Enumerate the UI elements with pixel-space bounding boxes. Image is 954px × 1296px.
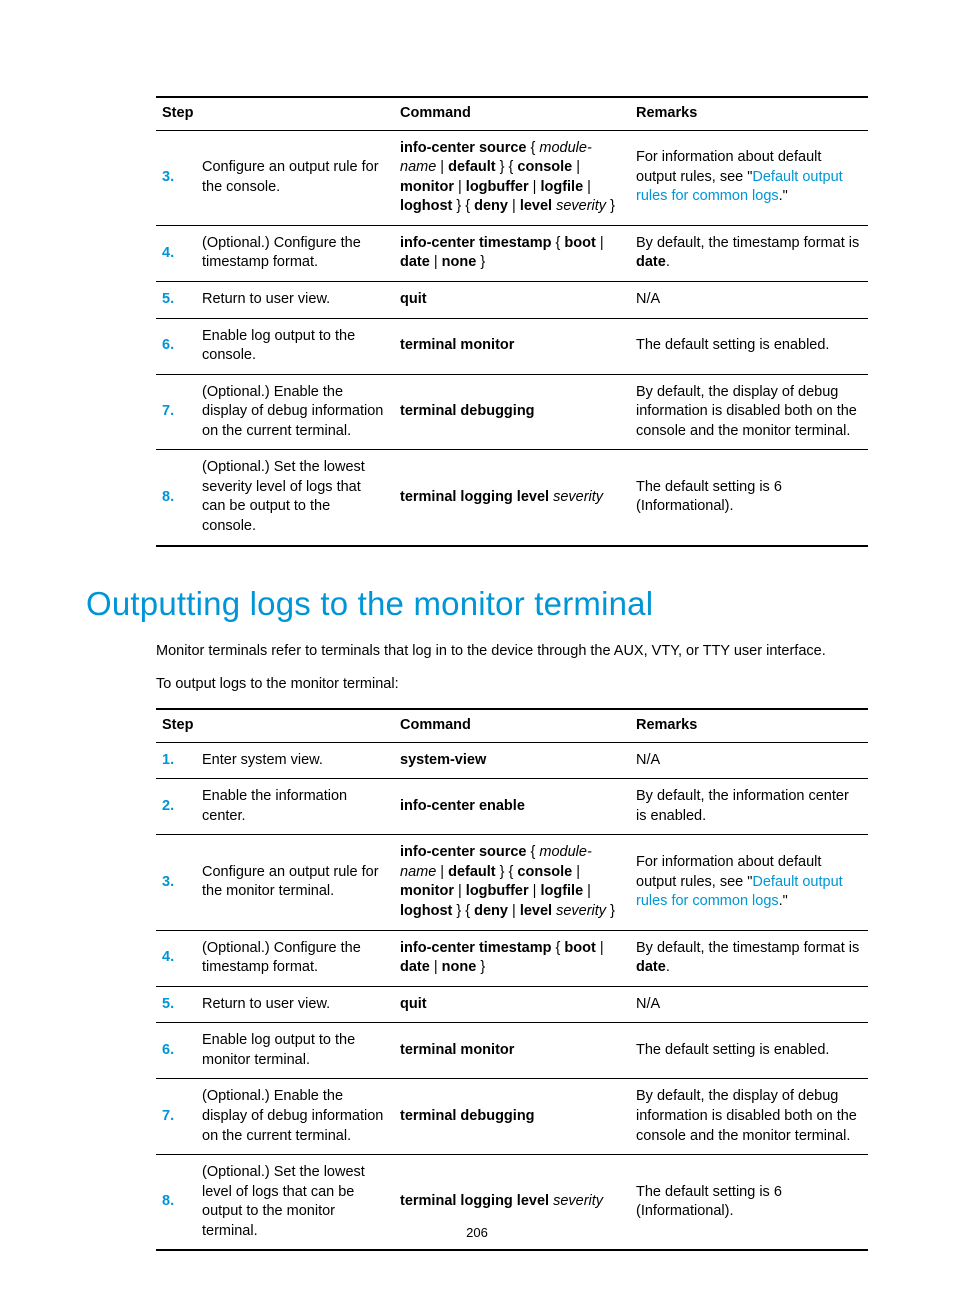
step-desc: Return to user view. — [196, 986, 394, 1023]
step-remarks: By default, the information center is en… — [630, 779, 868, 835]
section-heading: Outputting logs to the monitor terminal — [86, 585, 868, 623]
step-remarks: N/A — [630, 986, 868, 1023]
step-desc: Return to user view. — [196, 281, 394, 318]
steps-table-2: Step Command Remarks 1. Enter system vie… — [156, 708, 868, 1251]
step-number: 3. — [156, 130, 196, 225]
step-desc: Configure an output rule for the console… — [196, 130, 394, 225]
col-remarks: Remarks — [630, 97, 868, 130]
table-row: 4. (Optional.) Configure the timestamp f… — [156, 930, 868, 986]
step-desc: (Optional.) Configure the timestamp form… — [196, 930, 394, 986]
step-command: info-center source { module-name | defau… — [394, 130, 630, 225]
step-number: 5. — [156, 986, 196, 1023]
step-command: info-center timestamp { boot | date | no… — [394, 225, 630, 281]
step-remarks: N/A — [630, 742, 868, 779]
step-command: system-view — [394, 742, 630, 779]
step-number: 6. — [156, 1023, 196, 1079]
body-paragraph: To output logs to the monitor terminal: — [156, 674, 868, 696]
step-remarks: The default setting is enabled. — [630, 1023, 868, 1079]
step-command: quit — [394, 986, 630, 1023]
step-command: info-center source { module-name | defau… — [394, 835, 630, 930]
table-row: 3. Configure an output rule for the cons… — [156, 130, 868, 225]
step-command: info-center timestamp { boot | date | no… — [394, 930, 630, 986]
table-header-row: Step Command Remarks — [156, 97, 868, 130]
step-desc: Configure an output rule for the monitor… — [196, 835, 394, 930]
col-command: Command — [394, 97, 630, 130]
step-desc: (Optional.) Enable the display of debug … — [196, 374, 394, 450]
step-number: 5. — [156, 281, 196, 318]
col-step: Step — [156, 97, 394, 130]
step-number: 1. — [156, 742, 196, 779]
table-row: 5. Return to user view. quit N/A — [156, 281, 868, 318]
step-number: 2. — [156, 779, 196, 835]
table-row: 1. Enter system view. system-view N/A — [156, 742, 868, 779]
step-desc: Enter system view. — [196, 742, 394, 779]
step-number: 4. — [156, 930, 196, 986]
table-row: 7. (Optional.) Enable the display of deb… — [156, 1079, 868, 1155]
body-paragraph: Monitor terminals refer to terminals tha… — [156, 641, 868, 663]
step-command: terminal monitor — [394, 318, 630, 374]
table-row: 3. Configure an output rule for the moni… — [156, 835, 868, 930]
step-number: 7. — [156, 1079, 196, 1155]
steps-table-1: Step Command Remarks 3. Configure an out… — [156, 96, 868, 547]
col-step: Step — [156, 709, 394, 742]
step-remarks: The default setting is 6 (Informational)… — [630, 450, 868, 546]
step-desc: (Optional.) Configure the timestamp form… — [196, 225, 394, 281]
step-command: terminal debugging — [394, 374, 630, 450]
table-row: 7. (Optional.) Enable the display of deb… — [156, 374, 868, 450]
table-row: 5. Return to user view. quit N/A — [156, 986, 868, 1023]
table-row: 8. (Optional.) Set the lowest severity l… — [156, 450, 868, 546]
table-row: 6. Enable log output to the console. ter… — [156, 318, 868, 374]
step-number: 6. — [156, 318, 196, 374]
table-row: 4. (Optional.) Configure the timestamp f… — [156, 225, 868, 281]
step-number: 7. — [156, 374, 196, 450]
step-number: 4. — [156, 225, 196, 281]
step-remarks: For information about default output rul… — [630, 130, 868, 225]
step-command: quit — [394, 281, 630, 318]
step-remarks: By default, the timestamp format is date… — [630, 930, 868, 986]
step-remarks: N/A — [630, 281, 868, 318]
step-remarks: By default, the display of debug informa… — [630, 374, 868, 450]
table-row: 6. Enable log output to the monitor term… — [156, 1023, 868, 1079]
col-remarks: Remarks — [630, 709, 868, 742]
step-desc: (Optional.) Set the lowest severity leve… — [196, 450, 394, 546]
step-command: terminal monitor — [394, 1023, 630, 1079]
step-desc: Enable log output to the console. — [196, 318, 394, 374]
step-desc: Enable log output to the monitor termina… — [196, 1023, 394, 1079]
step-number: 8. — [156, 450, 196, 546]
step-desc: (Optional.) Enable the display of debug … — [196, 1079, 394, 1155]
content-area: Step Command Remarks 3. Configure an out… — [156, 96, 868, 1251]
table-header-row: Step Command Remarks — [156, 709, 868, 742]
table-row: 2. Enable the information center. info-c… — [156, 779, 868, 835]
step-command: info-center enable — [394, 779, 630, 835]
step-command: terminal logging level severity — [394, 450, 630, 546]
step-remarks: By default, the timestamp format is date… — [630, 225, 868, 281]
step-desc: Enable the information center. — [196, 779, 394, 835]
page-number: 206 — [0, 1225, 954, 1240]
document-page: Step Command Remarks 3. Configure an out… — [0, 0, 954, 1296]
step-remarks: The default setting is enabled. — [630, 318, 868, 374]
col-command: Command — [394, 709, 630, 742]
step-number: 3. — [156, 835, 196, 930]
step-remarks: By default, the display of debug informa… — [630, 1079, 868, 1155]
step-remarks: For information about default output rul… — [630, 835, 868, 930]
step-command: terminal debugging — [394, 1079, 630, 1155]
